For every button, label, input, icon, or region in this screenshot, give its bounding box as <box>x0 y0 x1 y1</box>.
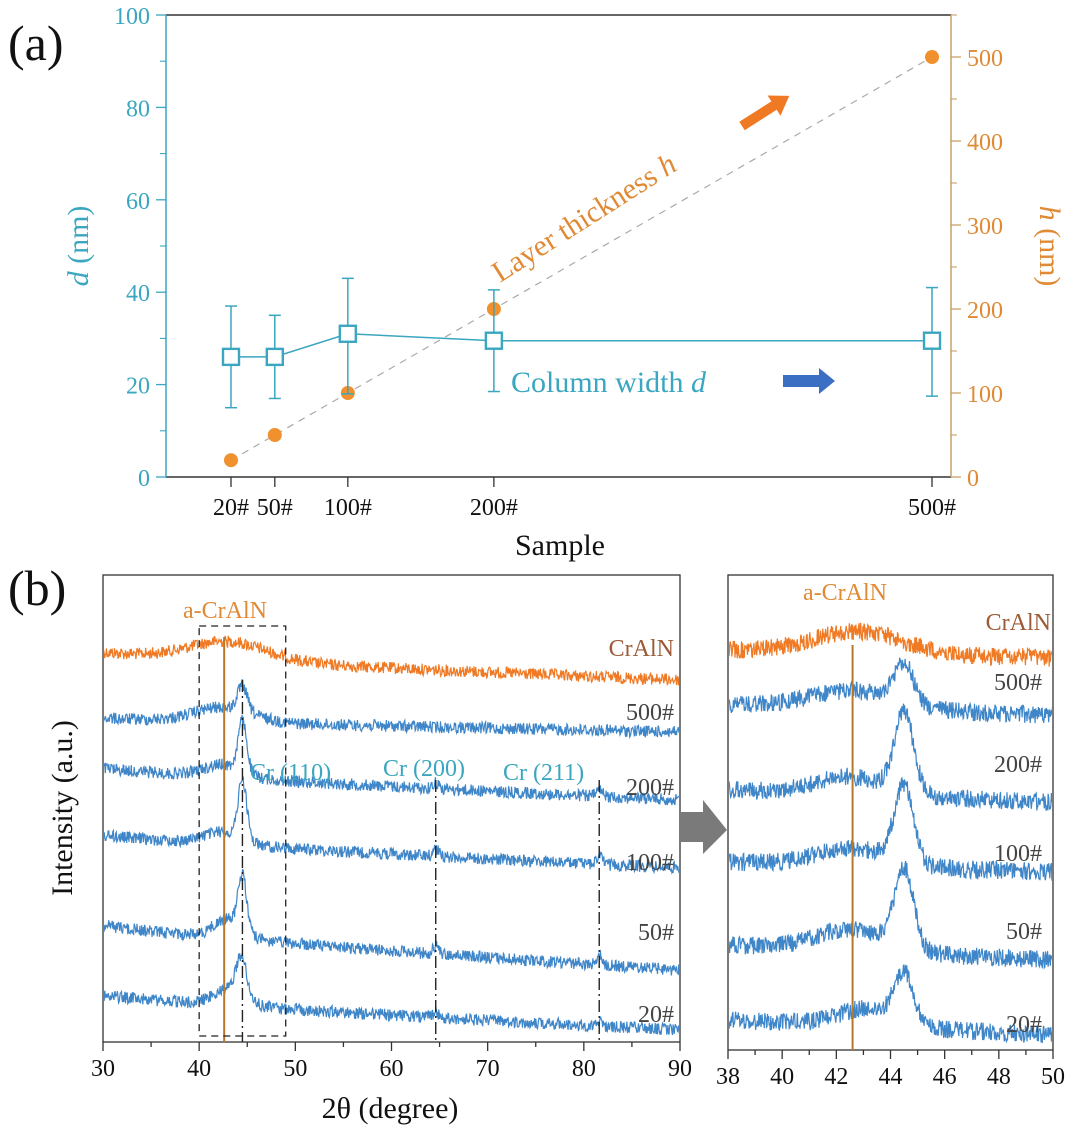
y-left-tick-label: 80 <box>126 96 150 122</box>
y-axis-label-right: h (nm) <box>1033 206 1066 287</box>
y-right-tick-label: 400 <box>967 130 1003 156</box>
d-data-point <box>265 347 285 367</box>
inset-trace-50 <box>729 860 1052 970</box>
x-tick-label: 50# <box>257 495 293 521</box>
peak-label: Cr (200) <box>383 756 465 782</box>
inset-trace-100 <box>729 776 1052 881</box>
x-tick-label: 200# <box>470 495 518 521</box>
y-label-right-unit: (nm) <box>1033 221 1066 287</box>
trace-label: 20# <box>638 1002 674 1028</box>
inset-trace-label: 20# <box>1006 1012 1042 1038</box>
annotation-layer-thickness-main: Layer thickness <box>486 155 670 288</box>
inset-x-tick-label: 50 <box>1041 1064 1065 1090</box>
inset-a-craln-label: a-CrAlN <box>803 580 887 606</box>
inset-trace-label: 50# <box>1006 919 1042 945</box>
y-left-tick-label: 60 <box>126 189 150 215</box>
y-axis-label-left: d (nm) <box>62 206 95 287</box>
y-right-tick-label: 200 <box>967 298 1003 324</box>
d-data-point <box>922 331 942 350</box>
zoom-region-box <box>198 625 287 1037</box>
x-tick-label: 90 <box>668 1056 692 1082</box>
inset-x-tick-label: 42 <box>824 1064 848 1090</box>
y-right-tick-label: 500 <box>967 46 1003 72</box>
inset-trace-label: CrAlN <box>986 610 1051 636</box>
xrd-trace-50 <box>104 868 679 976</box>
peak-label: Cr (211) <box>503 760 584 786</box>
x-axis-label-b: 2θ (degree) <box>322 1092 459 1125</box>
d-data-point <box>484 331 504 350</box>
x-tick-label: 100# <box>324 495 372 521</box>
x-tick-label: 20# <box>213 495 249 521</box>
inset-x-tick-label: 46 <box>933 1064 957 1090</box>
inset-x-tick-label: 44 <box>879 1064 903 1090</box>
y-left-tick-label: 100 <box>114 4 150 30</box>
inset-trace-label: 200# <box>994 752 1042 778</box>
y-left-tick-label: 20 <box>126 374 150 400</box>
d-series-line <box>230 333 933 358</box>
inset-x-tick-label: 48 <box>987 1064 1011 1090</box>
trace-label: 200# <box>626 775 674 801</box>
x-tick-label: 70 <box>476 1056 500 1082</box>
annotation-column-width-main: Column width <box>511 366 691 399</box>
y-axis-label-b: Intensity (a.u.) <box>46 720 79 896</box>
h-data-point <box>223 453 238 468</box>
trace-label: CrAlN <box>609 636 674 662</box>
x-tick-label: 60 <box>380 1056 404 1082</box>
h-data-point <box>267 428 282 442</box>
orange-arrow-icon <box>739 95 790 131</box>
panel-a-chart: (a) 0 20 40 60 80 100 0 100 200 300 400 500 20# 50#… <box>8 4 1066 562</box>
y-left-tick-label: 0 <box>138 466 150 492</box>
xrd-trace-500 <box>104 678 679 740</box>
y-label-left-unit: (nm) <box>62 206 95 272</box>
y-right-tick-label: 0 <box>967 466 979 492</box>
xrd-trace-CrAlN <box>104 635 679 687</box>
y-left-tick-label: 40 <box>126 281 150 307</box>
x-tick-label: 30 <box>91 1056 115 1082</box>
panel-a-label: (a) <box>8 15 64 71</box>
inset-x-tick-label: 38 <box>716 1064 740 1090</box>
trace-label: 100# <box>626 850 674 876</box>
h-series-dashed-line <box>230 56 933 461</box>
x-tick-label: 50 <box>283 1056 307 1082</box>
h-data-point <box>925 50 940 64</box>
inset-x-tick-label: 40 <box>770 1064 794 1090</box>
y-label-left-symbol: d <box>62 270 95 286</box>
inset-trace-20 <box>729 964 1052 1044</box>
d-data-point <box>338 324 358 343</box>
inset-trace-label: 100# <box>994 841 1042 867</box>
inset-trace-200 <box>729 703 1052 812</box>
zoom-arrow-icon <box>680 800 727 854</box>
inset-trace-label: 500# <box>994 670 1042 696</box>
trace-label: 500# <box>626 700 674 726</box>
peak-label: a-CrAlN <box>183 598 267 624</box>
d-data-point <box>221 347 241 367</box>
y-right-tick-label: 300 <box>967 214 1003 240</box>
inset-trace-CrAlN <box>729 622 1052 667</box>
peak-label: Cr (110) <box>250 760 331 786</box>
panel-b-chart: (b) 30 40 50 60 70 80 90 CrAlN 500# 200# 100# 50# 2… <box>8 560 1065 1125</box>
x-tick-label: 80 <box>572 1056 596 1082</box>
y-label-right-symbol: h <box>1033 206 1066 221</box>
panel-b-label: (b) <box>8 560 66 616</box>
inset-trace-500 <box>729 657 1052 724</box>
x-axis-label-a: Sample <box>515 529 605 562</box>
trace-label: 50# <box>638 920 674 946</box>
blue-arrow-icon <box>783 368 835 394</box>
annotation-column-width-symbol: d <box>691 366 707 399</box>
x-tick-label: 40 <box>187 1056 211 1082</box>
x-tick-label: 500# <box>908 495 956 521</box>
y-right-tick-label: 100 <box>967 382 1003 408</box>
annotation-column-width: Column width d <box>511 366 707 399</box>
